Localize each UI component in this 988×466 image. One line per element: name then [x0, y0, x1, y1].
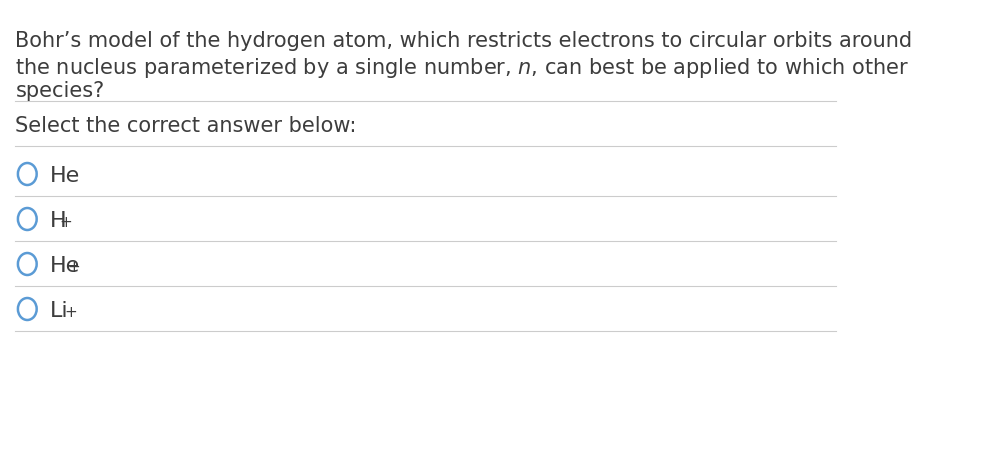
Text: He: He	[49, 166, 80, 186]
Text: species?: species?	[16, 81, 105, 101]
Text: He: He	[49, 256, 80, 276]
Text: +: +	[59, 215, 72, 230]
Text: the nucleus parameterized by a single number, $\mathit{n}$, can best be applied : the nucleus parameterized by a single nu…	[16, 56, 910, 80]
Text: Li: Li	[49, 301, 68, 321]
Text: Select the correct answer below:: Select the correct answer below:	[16, 116, 357, 136]
Text: +: +	[67, 260, 80, 275]
Text: Bohr’s model of the hydrogen atom, which restricts electrons to circular orbits : Bohr’s model of the hydrogen atom, which…	[16, 31, 913, 51]
Text: H: H	[49, 211, 66, 231]
Text: +: +	[64, 305, 77, 320]
